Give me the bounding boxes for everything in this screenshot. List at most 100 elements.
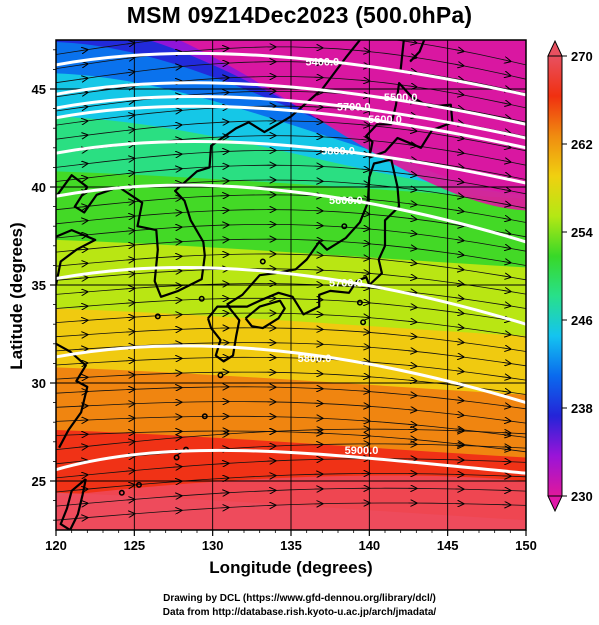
wind-arrow [502,334,511,335]
streamline [56,179,526,209]
wind-arrow [173,467,182,468]
wind-arrow [361,332,370,333]
wind-arrow [79,292,88,293]
wind-arrow [408,351,417,352]
wind-streamlines [56,34,526,520]
wind-arrow [502,146,511,148]
island [259,258,266,265]
contour-label: 5600.0 [368,114,402,126]
wind-arrow [126,231,135,232]
lon-tick-label: 150 [515,538,537,553]
wind-arrow [126,173,135,174]
wind-arrow [408,380,417,381]
streamline [56,386,526,410]
streamline [56,401,526,424]
wind-arrow [361,421,370,422]
contour-line [56,81,526,126]
contour-line [56,140,526,185]
wind-arrow [455,283,464,284]
wind-arrow [79,249,88,250]
temperature-band [56,40,526,184]
contour-label: 5900.0 [345,445,379,457]
wind-arrow [126,485,135,486]
wind-arrow [361,361,370,362]
wind-arrow [361,406,370,407]
colorbar-gradient [547,55,563,497]
wind-arrow [455,123,464,124]
wind-arrow [126,499,135,500]
wind-arrow [408,56,417,57]
streamline [56,473,526,493]
wind-arrow [220,449,229,450]
island [356,299,363,306]
wind-arrow [408,307,417,308]
wind-arrow [173,52,182,53]
wind-arrow [455,356,464,357]
wind-arrow [220,63,229,64]
wind-arrow [79,235,88,236]
colorbar-tick-label: 246 [571,313,593,328]
wind-arrow [220,434,229,435]
wind-arrow [408,277,417,278]
wind-arrow [361,258,370,259]
wind-arrow [220,463,229,464]
wind-arrow [126,57,135,58]
wind-arrow [361,169,370,170]
lon-tick-label: 120 [45,538,67,553]
wind-arrow [408,365,417,366]
wind-arrow [361,228,370,229]
wind-arrow [361,80,370,81]
wind-arrow [79,263,88,264]
wind-arrow [79,320,88,321]
wind-arrow [455,94,464,95]
streamline [56,342,526,367]
lon-tick-label: 125 [123,538,145,553]
contour-line [56,104,526,150]
wind-arrow [361,125,370,126]
wind-arrow [220,78,229,79]
wind-arrow [173,140,182,141]
coastline [244,299,286,330]
wind-arrow [126,130,135,131]
streamline [56,428,526,450]
wind-arrow [126,202,135,203]
wind-arrow [173,227,182,228]
wind-arrow [502,74,511,76]
streamline [56,356,526,381]
contour-line [56,344,526,405]
wind-arrow [361,66,370,67]
wind-arrow [455,444,464,445]
wind-arrow [126,456,135,457]
wind-arrow [221,34,229,35]
wind-arrow [502,435,511,436]
contour-label: 5600.0 [329,195,363,207]
coastline [409,40,426,63]
wind-arrow [502,391,511,392]
wind-arrow [79,192,88,193]
wind-arrow [502,247,511,248]
wind-arrow [79,164,88,165]
wind-arrow [361,376,370,377]
wind-arrow [126,158,135,159]
lon-tick-label: 140 [358,538,380,553]
contour-line [56,183,526,244]
wind-arrow [361,110,370,111]
wind-arrow [361,347,370,348]
wind-arrow [455,181,464,182]
wind-arrow [455,327,464,328]
streamline [56,238,526,266]
wind-arrow [362,36,370,37]
wind-arrow [502,204,511,206]
wind-arrow [455,79,464,81]
wind-arrow [361,154,370,155]
wind-arrow [502,103,511,105]
temperature-band [56,40,526,458]
wind-arrow [502,60,511,62]
wind-arrow [408,218,417,219]
island [183,446,190,453]
wind-arrow [502,348,511,349]
coastline [226,158,401,316]
wind-arrow [79,135,88,136]
